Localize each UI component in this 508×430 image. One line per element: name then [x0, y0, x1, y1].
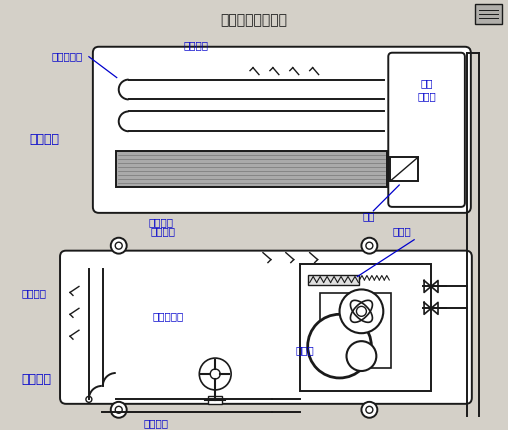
Text: 换向阀: 换向阀	[392, 226, 411, 236]
Text: 室内出风: 室内出风	[148, 217, 174, 227]
FancyBboxPatch shape	[60, 251, 472, 404]
Text: 室外出风: 室外出风	[143, 418, 168, 428]
Circle shape	[366, 406, 373, 413]
Circle shape	[115, 406, 122, 413]
Circle shape	[111, 402, 126, 418]
Circle shape	[199, 358, 231, 390]
Circle shape	[361, 238, 377, 254]
Circle shape	[308, 314, 371, 378]
Bar	[475, 4, 502, 24]
Text: 室内换热器: 室内换热器	[51, 51, 82, 61]
Bar	[308, 274, 360, 286]
Text: 室内机组: 室内机组	[29, 133, 59, 146]
Circle shape	[210, 369, 220, 379]
Circle shape	[111, 238, 126, 254]
Bar	[320, 293, 391, 368]
Text: 压缩机: 压缩机	[296, 345, 314, 355]
Circle shape	[346, 341, 376, 371]
Circle shape	[357, 306, 366, 316]
Circle shape	[115, 242, 122, 249]
Text: 风机
电动机: 风机 电动机	[418, 78, 436, 101]
Text: 风机: 风机	[362, 211, 375, 221]
FancyBboxPatch shape	[93, 47, 471, 213]
Bar	[300, 264, 431, 391]
FancyBboxPatch shape	[388, 53, 465, 207]
Circle shape	[366, 242, 373, 249]
Circle shape	[361, 402, 377, 418]
Text: 室外机组: 室外机组	[21, 374, 51, 387]
Text: 室外进风: 室外进风	[21, 289, 46, 298]
Text: 分体挂壁式空调器: 分体挂壁式空调器	[220, 13, 288, 27]
Text: 室外进风: 室外进风	[150, 226, 176, 236]
Text: 室外换热器: 室外换热器	[152, 311, 184, 321]
Circle shape	[86, 396, 92, 402]
Bar	[390, 157, 418, 181]
Bar	[208, 396, 222, 404]
Circle shape	[339, 289, 384, 333]
Bar	[116, 151, 387, 187]
Text: 室内进风: 室内进风	[183, 40, 208, 50]
